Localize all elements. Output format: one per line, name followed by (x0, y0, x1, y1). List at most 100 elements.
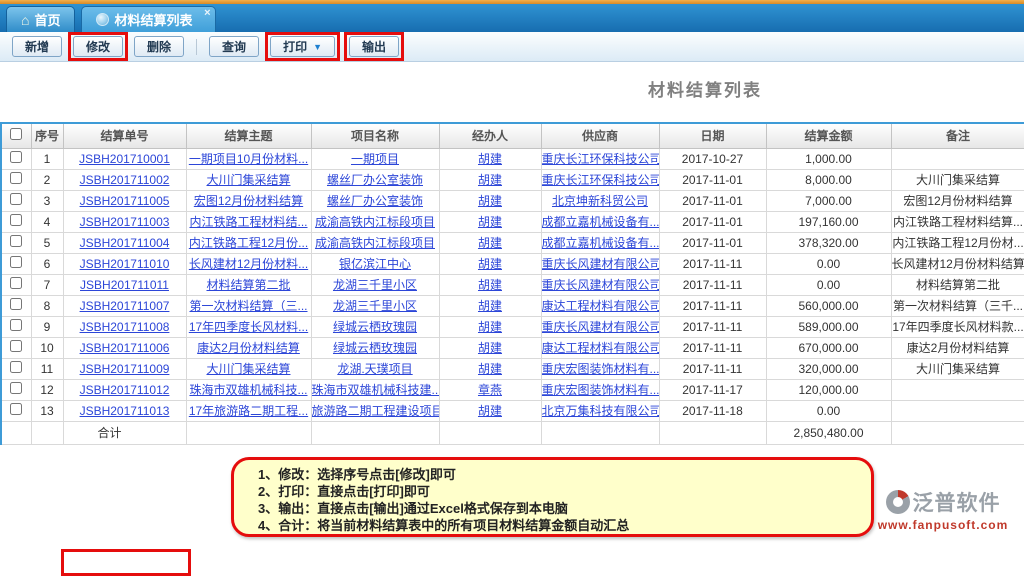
row-checkbox[interactable] (10, 151, 23, 163)
cell-supplier-link[interactable]: 康达工程材料有限公司 (541, 299, 659, 313)
cell-project-link[interactable]: 珠海市双雄机械科技建... (311, 383, 439, 397)
cell-project-link[interactable]: 绿城云栖玫瑰园 (332, 341, 417, 355)
row-checkbox[interactable] (10, 235, 23, 247)
row-checkbox[interactable] (10, 382, 23, 394)
cell-handler-link[interactable]: 胡建 (477, 215, 502, 229)
cell-project-link[interactable]: 银亿滨江中心 (338, 257, 411, 271)
cell-bill-no-link[interactable]: JSBH201711005 (79, 193, 170, 208)
cell-supplier-link[interactable]: 重庆长江环保科技公司 (541, 173, 659, 187)
cell-subject-link[interactable]: 材料结算第二批 (206, 278, 291, 292)
cell-project-link[interactable]: 成渝高铁内江标段项目 (314, 236, 435, 250)
cell-supplier-link[interactable]: 成都立嘉机械设备有... (541, 215, 659, 229)
cell-subject-link[interactable]: 大川门集采结算 (206, 362, 291, 376)
row-checkbox[interactable] (10, 403, 23, 415)
cell-handler-link[interactable]: 胡建 (477, 278, 502, 292)
row-checkbox[interactable] (10, 277, 23, 289)
cell-subject-link[interactable]: 康达2月份材料结算 (197, 341, 300, 355)
cell-supplier-link[interactable]: 重庆长风建材有限公司 (541, 257, 659, 271)
tab-close-icon[interactable]: × (204, 7, 211, 19)
cell-project: 龙湖三千里小区 (310, 294, 440, 317)
row-checkbox[interactable] (10, 214, 23, 226)
cell-subject-link[interactable]: 内江铁路工程材料结... (189, 215, 308, 229)
cell-subject-link[interactable]: 珠海市双雄机械科技... (189, 383, 308, 397)
cell-handler: 胡建 (438, 399, 542, 422)
cell-bill-no-link[interactable]: JSBH201711003 (79, 214, 170, 229)
cell-handler-link[interactable]: 胡建 (477, 404, 502, 418)
cell-project-link[interactable]: 旅游路二期工程建设项目 (311, 404, 439, 418)
cell-bill-no: JSBH201711005 (62, 189, 187, 212)
cell-bill-no: JSBH201711003 (62, 210, 187, 233)
cell-supplier-link[interactable]: 重庆长风建材有限公司 (541, 320, 659, 334)
query-button[interactable]: 查询 (209, 36, 260, 57)
cell-handler-link[interactable]: 胡建 (477, 236, 502, 250)
cell-handler-link[interactable]: 胡建 (477, 341, 502, 355)
cell-bill-no-link[interactable]: JSBH201710001 (79, 151, 170, 166)
cell-handler-link[interactable]: 胡建 (477, 152, 502, 166)
cell-bill-no-link[interactable]: JSBH201711002 (79, 172, 170, 187)
row-checkbox[interactable] (10, 340, 23, 352)
cell-supplier-link[interactable]: 北京万集科技有限公司 (541, 404, 659, 418)
cell-bill-no-link[interactable]: JSBH201711007 (79, 298, 170, 313)
add-button[interactable]: 新增 (12, 36, 63, 57)
cell-bill-no-link[interactable]: JSBH201711013 (79, 403, 170, 418)
export-button[interactable]: 输出 (349, 36, 400, 57)
cell-supplier-link[interactable]: 重庆宏图装饰材料有... (541, 383, 659, 397)
delete-button[interactable]: 删除 (134, 36, 185, 57)
cell-subject-link[interactable]: 宏图12月份材料结算 (193, 194, 304, 208)
row-checkbox[interactable] (10, 298, 23, 310)
cell-supplier: 康达工程材料有限公司 (540, 294, 660, 317)
cell-remark (890, 378, 1024, 401)
note-line-1: 1、修改：选择序号点击[修改]即可 (258, 467, 456, 482)
cell-handler-link[interactable]: 胡建 (477, 362, 502, 376)
cell-project-link[interactable]: 龙湖.天璞项目 (337, 362, 413, 376)
cell-bill-no-link[interactable]: JSBH201711009 (79, 361, 170, 376)
row-checkbox[interactable] (10, 361, 23, 373)
cell-supplier-link[interactable]: 重庆宏图装饰材料有... (541, 362, 659, 376)
cell-handler-link[interactable]: 胡建 (477, 194, 502, 208)
row-checkbox[interactable] (10, 256, 23, 268)
cell-project-link[interactable]: 龙湖三千里小区 (332, 278, 417, 292)
tab-material-settlement-list[interactable]: 材料结算列表 × (81, 6, 216, 32)
cell-handler-link[interactable]: 胡建 (477, 299, 502, 313)
cell-bill-no-link[interactable]: JSBH201711011 (80, 277, 169, 292)
select-all-checkbox[interactable] (10, 128, 23, 141)
cell-subject-link[interactable]: 大川门集采结算 (206, 173, 291, 187)
cell-bill-no-link[interactable]: JSBH201711004 (79, 235, 170, 250)
cell-bill-no-link[interactable]: JSBH201711006 (79, 340, 170, 355)
home-icon: ⌂ (21, 11, 30, 28)
cell-supplier-link[interactable]: 北京坤新科贸公司 (551, 194, 648, 208)
cell-seq: 9 (30, 315, 64, 338)
cell-project-link[interactable]: 螺丝厂办公室装饰 (326, 194, 423, 208)
cell-bill-no-link[interactable]: JSBH201711010 (79, 256, 170, 271)
cell-bill-no-link[interactable]: JSBH201711012 (79, 382, 170, 397)
cell-project-link[interactable]: 龙湖三千里小区 (332, 299, 417, 313)
cell-bill-no-link[interactable]: JSBH201711008 (79, 319, 170, 334)
cell-project: 螺丝厂办公室装饰 (310, 168, 440, 191)
cell-project-link[interactable]: 成渝高铁内江标段项目 (314, 215, 435, 229)
cell-subject-link[interactable]: 一期项目10月份材料... (188, 152, 309, 166)
cell-subject-link[interactable]: 第一次材料结算（三... (189, 299, 308, 313)
cell-subject-link[interactable]: 17年四季度长风材料... (188, 320, 309, 334)
cell-handler-link[interactable]: 胡建 (477, 173, 502, 187)
cell-subject-link[interactable]: 长风建材12月份材料... (188, 257, 309, 271)
cell-supplier-link[interactable]: 康达工程材料有限公司 (541, 341, 659, 355)
cell-subject-link[interactable]: 内江铁路工程12月份... (188, 236, 309, 250)
cell-supplier-link[interactable]: 成都立嘉机械设备有... (541, 236, 659, 250)
cell-project-link[interactable]: 一期项目 (350, 152, 399, 166)
cell-supplier-link[interactable]: 重庆长江环保科技公司 (541, 152, 659, 166)
row-checkbox[interactable] (10, 172, 23, 184)
cell-handler-link[interactable]: 章燕 (477, 383, 502, 397)
cell-project-link[interactable]: 绿城云栖玫瑰园 (332, 320, 417, 334)
cell-handler-link[interactable]: 胡建 (477, 257, 502, 271)
cell-handler-link[interactable]: 胡建 (477, 320, 502, 334)
cell-supplier: 成都立嘉机械设备有... (540, 210, 660, 233)
tab-home[interactable]: ⌂ 首页 (6, 6, 76, 32)
cell-supplier-link[interactable]: 重庆长风建材有限公司 (541, 278, 659, 292)
cell-bill-no: JSBH201711012 (62, 378, 187, 401)
cell-project-link[interactable]: 螺丝厂办公室装饰 (326, 173, 423, 187)
cell-subject-link[interactable]: 17年旅游路二期工程... (188, 404, 309, 418)
row-checkbox[interactable] (10, 319, 23, 331)
edit-button[interactable]: 修改 (73, 36, 124, 57)
print-button[interactable]: 打印 ▼ (270, 36, 335, 57)
row-checkbox[interactable] (10, 193, 23, 205)
